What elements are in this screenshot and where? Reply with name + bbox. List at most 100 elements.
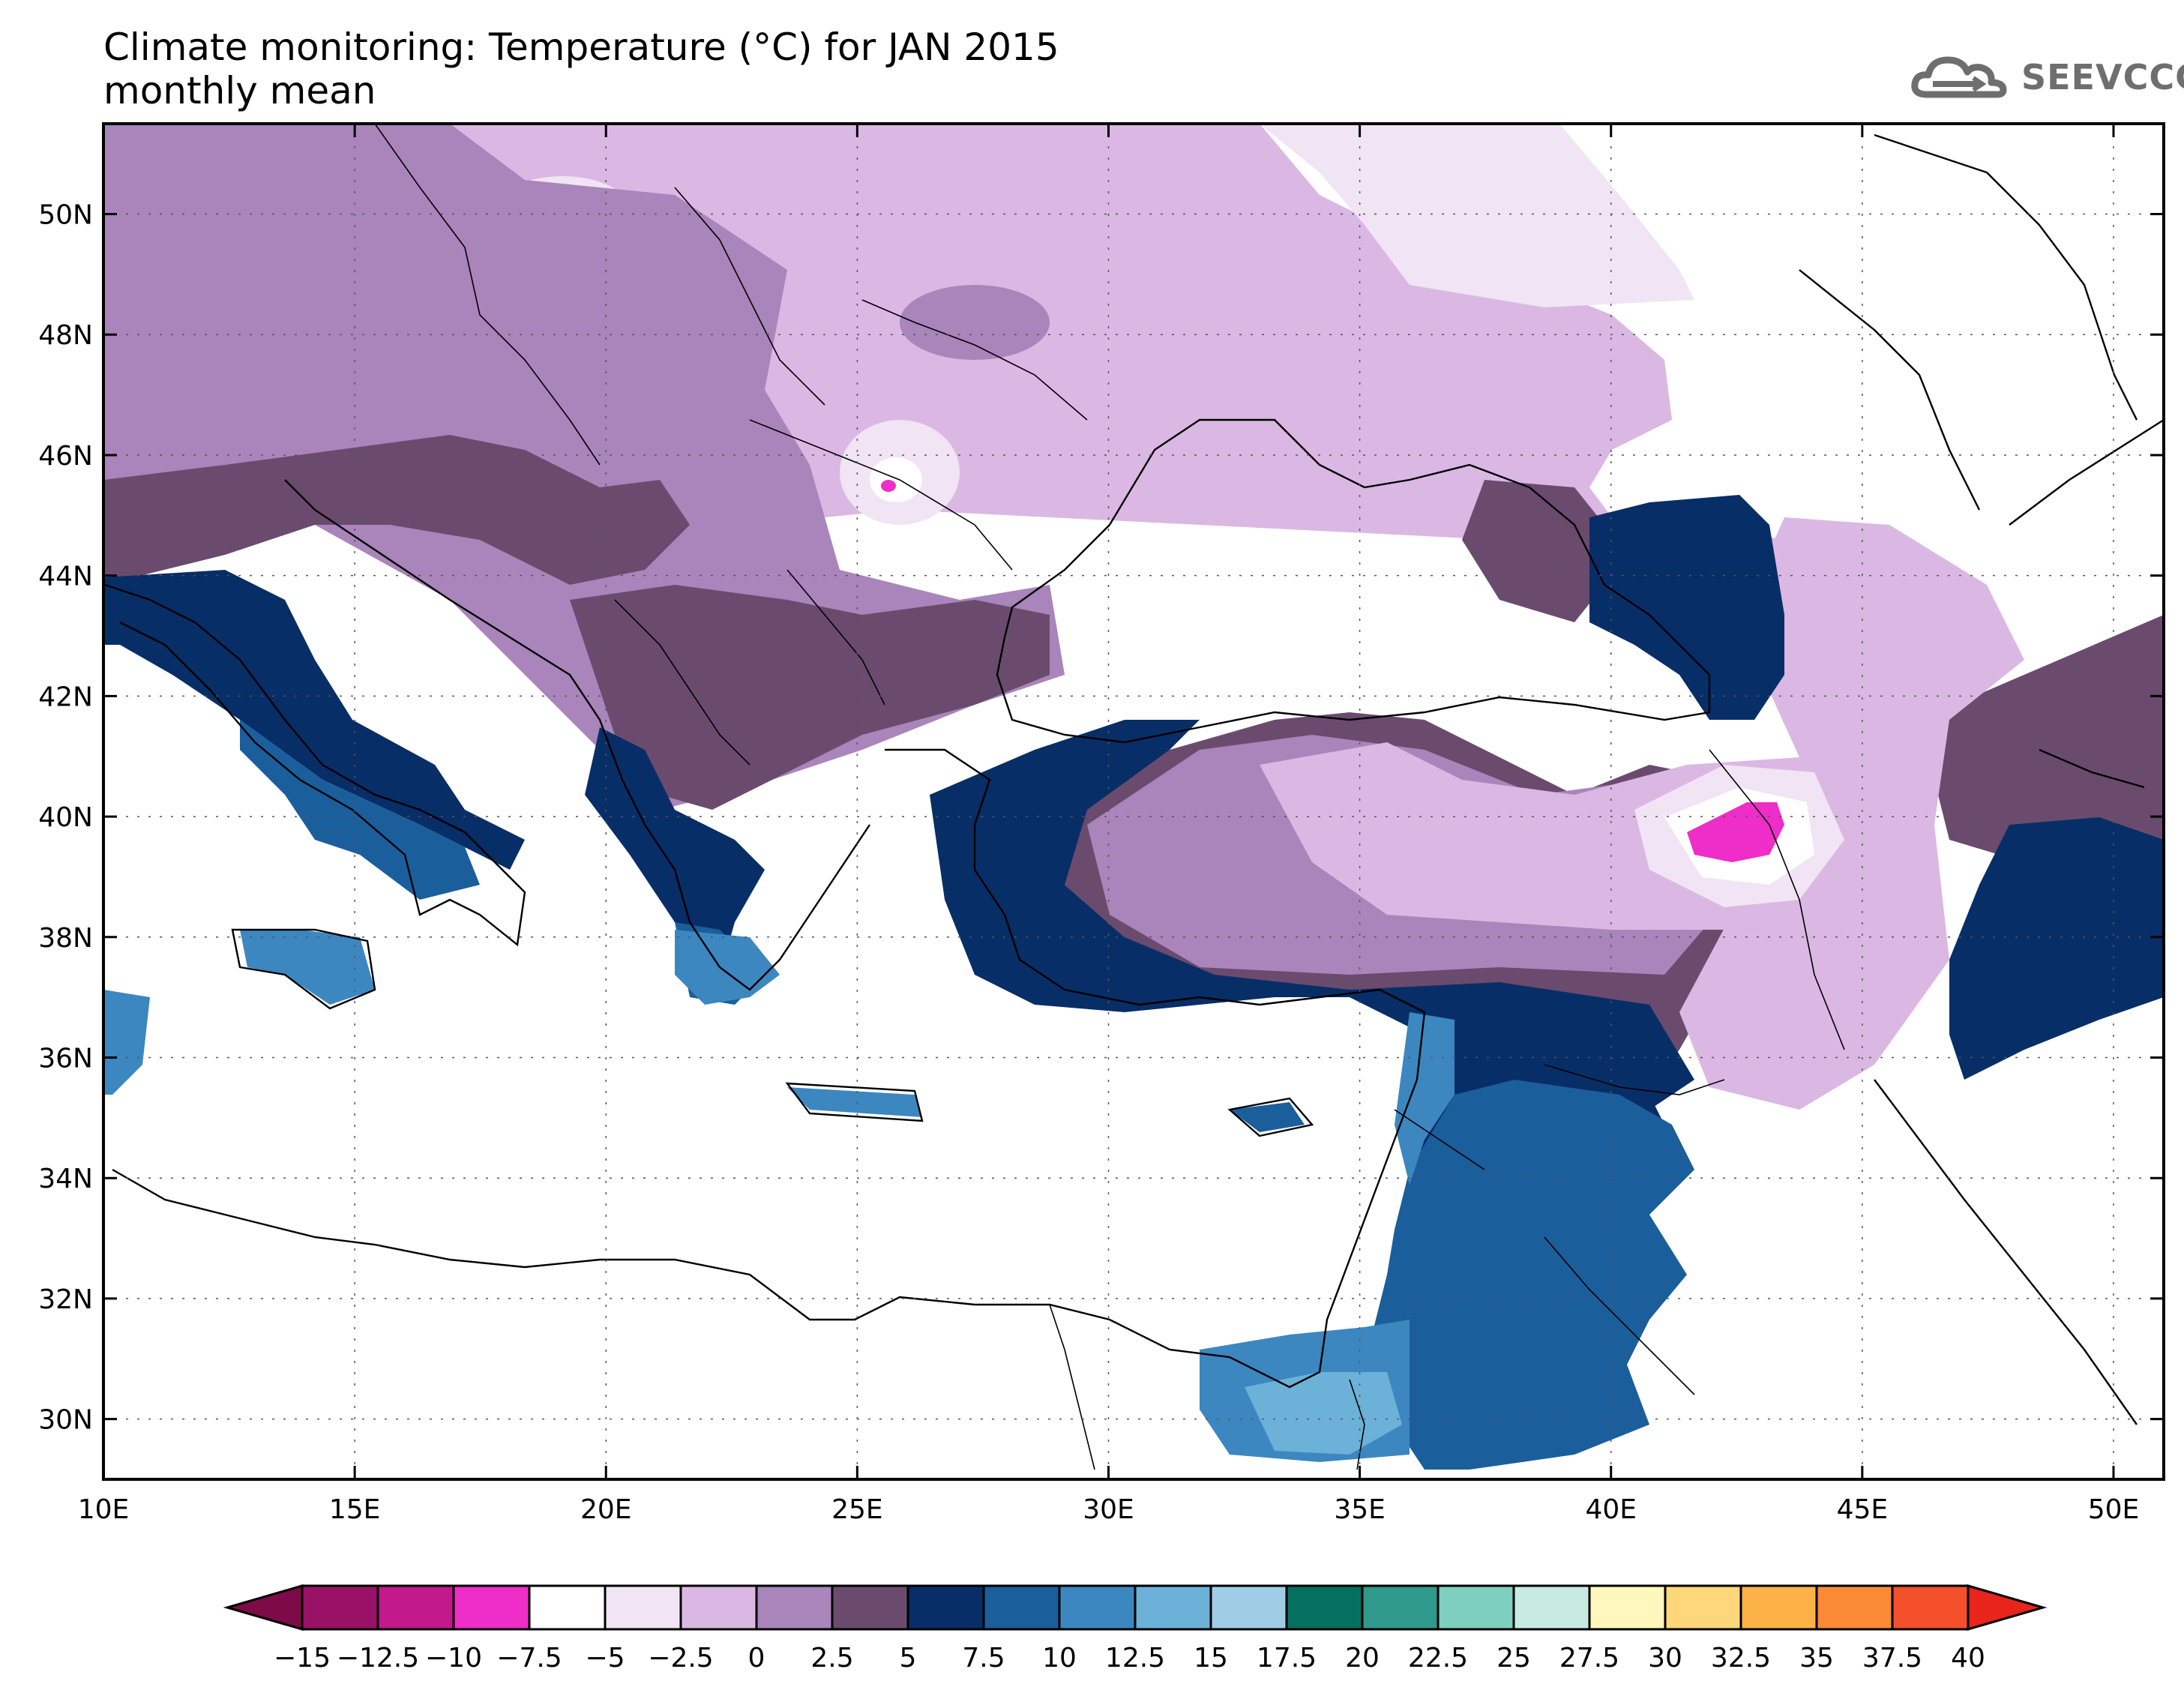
x-tick-label: 20E xyxy=(580,1494,632,1525)
colorbar-label: 25 xyxy=(1496,1643,1531,1674)
zone-navy-georgia xyxy=(1589,495,1784,720)
colorbar-label: 5 xyxy=(900,1643,917,1674)
colorbar-over-triangle xyxy=(1967,1584,2048,1631)
colorbar-label: 17.5 xyxy=(1257,1643,1317,1674)
colorbar-label: 7.5 xyxy=(962,1643,1005,1674)
seevccc-logo: SEEVCCC xyxy=(1910,51,2184,103)
logo-text: SEEVCCC xyxy=(2021,57,2184,97)
y-tick-label: 32N xyxy=(38,1284,93,1315)
colorbar-label: 22.5 xyxy=(1408,1643,1468,1674)
cloud-icon xyxy=(1911,56,2007,98)
colorbar-swatch xyxy=(528,1584,607,1631)
y-tick-label: 50N xyxy=(38,200,93,231)
colorbar-swatch xyxy=(1437,1584,1515,1631)
y-tick-label: 44N xyxy=(38,562,93,592)
y-tick-label: 46N xyxy=(38,441,93,472)
colorbar-label: 30 xyxy=(1648,1643,1682,1674)
colorbar-label: −7.5 xyxy=(496,1643,562,1674)
colorbar-swatch xyxy=(452,1584,531,1631)
colorbar-under-triangle xyxy=(223,1584,304,1631)
zone-white-romania xyxy=(870,457,922,502)
zone-blue-levant xyxy=(1372,1080,1694,1470)
colorbar-swatch xyxy=(1285,1584,1364,1631)
colorbar-labels: −15 −12.5 −10 −7.5 −5 −2.5 0 2.5 5 7.5 10 12.5 15 17.… xyxy=(274,1643,1985,1674)
colorbar-swatch xyxy=(1361,1584,1440,1631)
black-sea-coast xyxy=(996,418,1711,744)
colorbar-label: 0 xyxy=(748,1643,765,1674)
y-tick-label: 30N xyxy=(38,1405,93,1436)
y-tick-label: 42N xyxy=(38,682,93,712)
colorbar-label: 10 xyxy=(1042,1643,1077,1674)
colorbar-swatch xyxy=(604,1584,682,1631)
x-tick-label: 30E xyxy=(1083,1494,1134,1525)
colorbar-label: 2.5 xyxy=(810,1643,853,1674)
colorbar-label: 37.5 xyxy=(1862,1643,1922,1674)
colorbar-swatch xyxy=(831,1584,909,1631)
colorbar-swatch xyxy=(679,1584,758,1631)
x-tick-label: 35E xyxy=(1334,1494,1386,1525)
zone-lightblue-sicily xyxy=(240,930,375,1005)
zone-purple-ukraine xyxy=(900,285,1050,360)
y-tick-label: 48N xyxy=(38,320,93,351)
colorbar-swatch xyxy=(1512,1584,1591,1631)
zone-dark-purple-iran xyxy=(1919,615,2164,862)
axis-ticks xyxy=(102,124,2164,1479)
y-tick-label: 38N xyxy=(38,923,93,954)
colorbar-label: −12.5 xyxy=(337,1643,419,1674)
zone-lightblue-tunisia xyxy=(103,990,150,1095)
zone-blue-south-italy xyxy=(240,720,480,900)
x-tick-label: 40E xyxy=(1585,1494,1637,1525)
zone-navy-greece xyxy=(585,727,765,975)
zone-navy-italy xyxy=(103,570,525,870)
country-borders xyxy=(374,124,1845,1470)
colorbar-label: −2.5 xyxy=(648,1643,713,1674)
x-tick-label: 45E xyxy=(1837,1494,1889,1525)
colorbar-label: 12.5 xyxy=(1105,1643,1165,1674)
coastlines xyxy=(104,133,2164,1425)
colorbar-swatch xyxy=(982,1584,1061,1631)
y-tick-label: 40N xyxy=(38,802,93,833)
map-subtitle: monthly mean xyxy=(103,69,376,112)
y-tick-label: 34N xyxy=(38,1164,93,1194)
x-tick-label: 15E xyxy=(329,1494,381,1525)
colorbar xyxy=(223,1584,2048,1631)
colorbar-label: 20 xyxy=(1345,1643,1380,1674)
colorbar-label: −15 xyxy=(274,1643,331,1674)
zone-magenta-erzurum xyxy=(1687,802,1784,862)
colorbar-label: −5 xyxy=(585,1643,625,1674)
zone-navy-iran xyxy=(1949,817,2164,1080)
colorbar-swatch xyxy=(301,1584,379,1631)
x-tick-label: 10E xyxy=(78,1494,130,1525)
y-tick-labels: 50N 48N 46N 44N 42N 40N 38N 36N 34N 32N 30N xyxy=(38,200,93,1436)
colorbar-swatch xyxy=(1891,1584,1970,1631)
zone-lightblue-crete xyxy=(787,1087,922,1117)
zone-navy-aegean-turkey xyxy=(930,720,1694,1110)
x-tick-label: 25E xyxy=(831,1494,883,1525)
colorbar-swatch xyxy=(1664,1584,1742,1631)
x-tick-labels: 10E 15E 20E 25E 30E 35E 40E 45E 50E xyxy=(78,1494,2140,1525)
zone-magenta-romania xyxy=(881,480,896,492)
colorbar-swatch xyxy=(1815,1584,1894,1631)
x-tick-label: 50E xyxy=(2088,1494,2140,1525)
colorbar-label: 15 xyxy=(1194,1643,1228,1674)
map-title: Climate monitoring: Temperature (°C) for… xyxy=(103,25,1059,69)
zone-lightblue-levant-coast xyxy=(1395,1012,1455,1185)
zone-pale-northeast xyxy=(1260,124,1694,307)
colorbar-swatch xyxy=(1588,1584,1667,1631)
colorbar-swatch xyxy=(376,1584,455,1631)
colorbar-swatch xyxy=(1209,1584,1288,1631)
colorbar-swatch xyxy=(1739,1584,1818,1631)
colorbar-swatch xyxy=(755,1584,834,1631)
y-tick-label: 36N xyxy=(38,1044,93,1074)
colorbar-label: 32.5 xyxy=(1711,1643,1771,1674)
zone-dark-purple-caucasus xyxy=(1462,480,1604,622)
temperature-field xyxy=(103,124,2164,1479)
colorbar-label: 35 xyxy=(1799,1643,1834,1674)
zone-dark-purple-balkans xyxy=(570,585,1050,810)
grid xyxy=(103,124,2164,1479)
zone-dark-purple-adriatic xyxy=(103,435,690,585)
colorbar-swatch xyxy=(906,1584,985,1631)
colorbar-label: 40 xyxy=(1951,1643,1985,1674)
plot-frame xyxy=(102,122,2165,1481)
